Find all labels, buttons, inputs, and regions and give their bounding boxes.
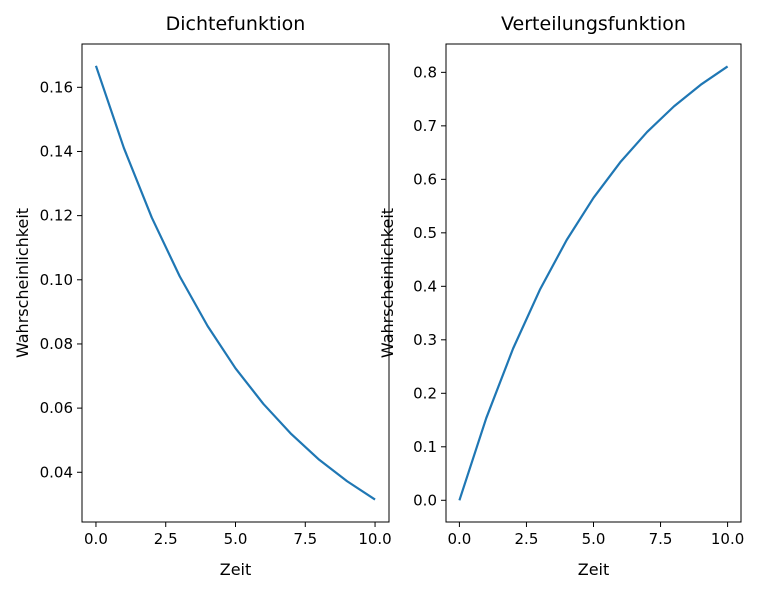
chart2-ytick-label: 0.4 bbox=[413, 277, 437, 295]
chart1-xtick-label: 10.0 bbox=[358, 530, 391, 548]
chart2-ylabel: Wahrscheinlichkeit bbox=[378, 208, 397, 358]
chart2-xtick-label: 2.5 bbox=[515, 530, 539, 548]
chart2-xtick-label: 5.0 bbox=[582, 530, 606, 548]
chart2-xtick-label: 10.0 bbox=[711, 530, 744, 548]
chart2-ytick-label: 0.7 bbox=[413, 117, 437, 135]
chart1-group: 0.0 2.5 5.0 7.5 10.0 0.04 0.06 0.08 0.10 0.12 0.14… bbox=[13, 13, 392, 579]
chart1-xlabel: Zeit bbox=[220, 560, 252, 579]
chart2-ytick-label: 0.3 bbox=[413, 331, 437, 349]
chart1-ytick-label: 0.10 bbox=[40, 271, 73, 289]
chart2-frame bbox=[445, 43, 742, 523]
chart2-series-line-1 bbox=[458, 65, 729, 501]
chart1-ytick-label: 0.04 bbox=[40, 463, 73, 481]
chart1-ytick-label: 0.08 bbox=[40, 335, 73, 353]
chart1-ytick-label: 0.14 bbox=[40, 142, 73, 160]
chart2-xlabel: Zeit bbox=[578, 560, 610, 579]
chart1-ylabel: Wahrscheinlichkeit bbox=[13, 208, 32, 358]
chart2-ytick-label: 0.8 bbox=[413, 63, 437, 81]
chart2-group: 0.0 2.5 5.0 7.5 10.0 0.0 0.1 0.2 0.3 0.4 0.5 0.6 0.7… bbox=[378, 13, 744, 579]
chart1-frame bbox=[81, 43, 390, 523]
chart2-ytick-label: 0.2 bbox=[413, 384, 437, 402]
chart1-xtick-label: 2.5 bbox=[154, 530, 178, 548]
chart1-xtick-label: 0.0 bbox=[84, 530, 108, 548]
chart1-ytick-label: 0.06 bbox=[40, 399, 73, 417]
chart1-series-line-1 bbox=[94, 65, 376, 501]
chart2-ytick-label: 0.6 bbox=[413, 170, 437, 188]
chart1-ytick-label: 0.16 bbox=[40, 78, 73, 96]
chart1-title: Dichtefunktion bbox=[166, 13, 306, 35]
chart2-ytick-label: 0.5 bbox=[413, 224, 437, 242]
chart1-xtick-label: 7.5 bbox=[293, 530, 317, 548]
chart2-title: Verteilungsfunktion bbox=[501, 13, 686, 35]
chart2-xtick-label: 0.0 bbox=[447, 530, 471, 548]
chart2-ytick-label: 0.1 bbox=[413, 438, 437, 456]
chart2-ytick-label: 0.0 bbox=[413, 491, 437, 509]
chart1-xtick-label: 5.0 bbox=[224, 530, 248, 548]
chart2-xtick-label: 7.5 bbox=[649, 530, 673, 548]
chart1-ytick-label: 0.12 bbox=[40, 207, 73, 225]
